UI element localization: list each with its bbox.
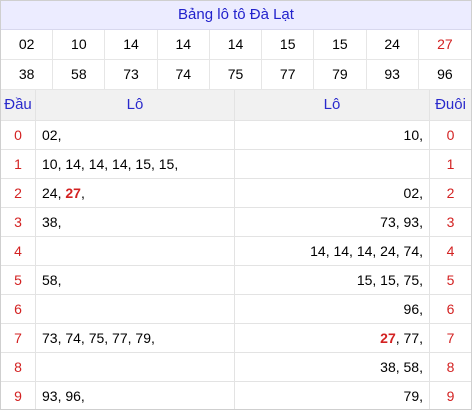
lo-by-head: 73, 74, 75, 77, 79, xyxy=(36,324,235,352)
number-cell: 24 xyxy=(366,30,419,60)
loto-row: 5 58, 15, 15, 75, 5 xyxy=(1,266,471,295)
table-title: Bảng lô tô Đà Lạt xyxy=(1,1,471,30)
header-lo-right: Lô xyxy=(235,90,430,120)
header-dau: Đầu xyxy=(1,90,36,120)
number-cell: 10 xyxy=(53,30,106,60)
tail-digit: 3 xyxy=(446,214,455,230)
number-cell: 02 xyxy=(1,30,54,60)
head-digit: 5 xyxy=(1,266,36,294)
special-lo-value: 27 xyxy=(65,185,81,201)
special-lo-value: 27 xyxy=(380,330,396,346)
tail-digit: 1 xyxy=(446,156,455,172)
loto-row: 1 10, 14, 14, 14, 15, 15, 1 xyxy=(1,150,471,179)
lo-by-tail: 15, 15, 75, xyxy=(235,266,430,294)
number-cell: 14 xyxy=(209,30,263,60)
head-digit: 4 xyxy=(1,237,36,265)
loto-row: 0 02, 10, 0 xyxy=(1,121,471,150)
tail-digit: 4 xyxy=(446,243,455,259)
lo-by-head: 02, xyxy=(36,121,235,149)
loto-header-row: Đầu Lô Lô Đuôi xyxy=(1,90,471,121)
lo-by-tail: 02, xyxy=(235,179,430,207)
loto-breakdown: Đầu Lô Lô Đuôi 0 02, 10, 0 1 10, 14, 14,… xyxy=(1,90,471,409)
lo-by-tail: 27, 77, xyxy=(235,324,430,352)
head-digit: 3 xyxy=(1,208,36,236)
head-digit: 9 xyxy=(1,382,36,409)
tail-digit: 5 xyxy=(446,272,455,288)
number-cell: 75 xyxy=(209,60,263,90)
lo-by-head xyxy=(36,237,235,265)
loto-row: 7 73, 74, 75, 77, 79, 27, 77, 7 xyxy=(1,324,471,353)
number-cell: 73 xyxy=(105,60,158,90)
number-cell: 15 xyxy=(314,30,367,60)
lo-separator: , xyxy=(80,185,85,201)
lo-value: 24, xyxy=(42,185,66,201)
loto-row: 6 96, 6 xyxy=(1,295,471,324)
header-lo-left: Lô xyxy=(36,90,235,120)
number-cell: 96 xyxy=(418,60,471,90)
head-digit: 1 xyxy=(1,150,36,178)
results-grid: 02 10 14 14 14 15 15 24 27 38 58 73 74 7… xyxy=(1,30,471,90)
number-cell: 14 xyxy=(105,30,158,60)
lo-by-head: 38, xyxy=(36,208,235,236)
tail-digit: 6 xyxy=(446,301,455,317)
special-number-cell: 27 xyxy=(418,30,471,60)
header-duoi: Đuôi xyxy=(435,96,466,113)
head-digit: 0 xyxy=(1,121,36,149)
loto-row: 9 93, 96, 79, 9 xyxy=(1,382,471,409)
tail-digit: 7 xyxy=(446,330,455,346)
number-cell: 15 xyxy=(262,30,315,60)
number-cell: 58 xyxy=(53,60,106,90)
number-cell: 38 xyxy=(1,60,54,90)
lo-by-tail: 79, xyxy=(235,382,430,409)
tail-digit: 9 xyxy=(446,388,455,404)
loto-row: 4 14, 14, 14, 24, 74, 4 xyxy=(1,237,471,266)
number-cell: 77 xyxy=(262,60,315,90)
lo-by-tail: 14, 14, 14, 24, 74, xyxy=(235,237,430,265)
lo-by-head: 93, 96, xyxy=(36,382,235,409)
number-cell: 74 xyxy=(157,60,210,90)
lo-by-tail: 73, 93, xyxy=(235,208,430,236)
lo-by-head: 58, xyxy=(36,266,235,294)
loto-row: 3 38, 73, 93, 3 xyxy=(1,208,471,237)
number-cell: 79 xyxy=(314,60,367,90)
lo-by-tail: 10, xyxy=(235,121,430,149)
lo-by-head xyxy=(36,353,235,381)
head-digit: 8 xyxy=(1,353,36,381)
lo-by-head: 10, 14, 14, 14, 15, 15, xyxy=(36,150,235,178)
lo-by-head: 24, 27, xyxy=(36,179,235,207)
loto-row: 8 38, 58, 8 xyxy=(1,353,471,382)
number-cell: 14 xyxy=(157,30,210,60)
head-digit: 6 xyxy=(1,295,36,323)
tail-digit: 0 xyxy=(446,127,455,143)
number-cell: 93 xyxy=(366,60,419,90)
lo-value: , 77, xyxy=(395,330,423,346)
lo-by-head xyxy=(36,295,235,323)
tail-digit: 2 xyxy=(446,185,455,201)
tail-digit: 8 xyxy=(446,359,455,375)
loto-row: 2 24, 27, 02, 2 xyxy=(1,179,471,208)
head-digit: 7 xyxy=(1,324,36,352)
head-digit: 2 xyxy=(1,179,36,207)
lo-by-tail: 38, 58, xyxy=(235,353,430,381)
lo-by-tail: 96, xyxy=(235,295,430,323)
lo-by-tail xyxy=(235,150,430,178)
